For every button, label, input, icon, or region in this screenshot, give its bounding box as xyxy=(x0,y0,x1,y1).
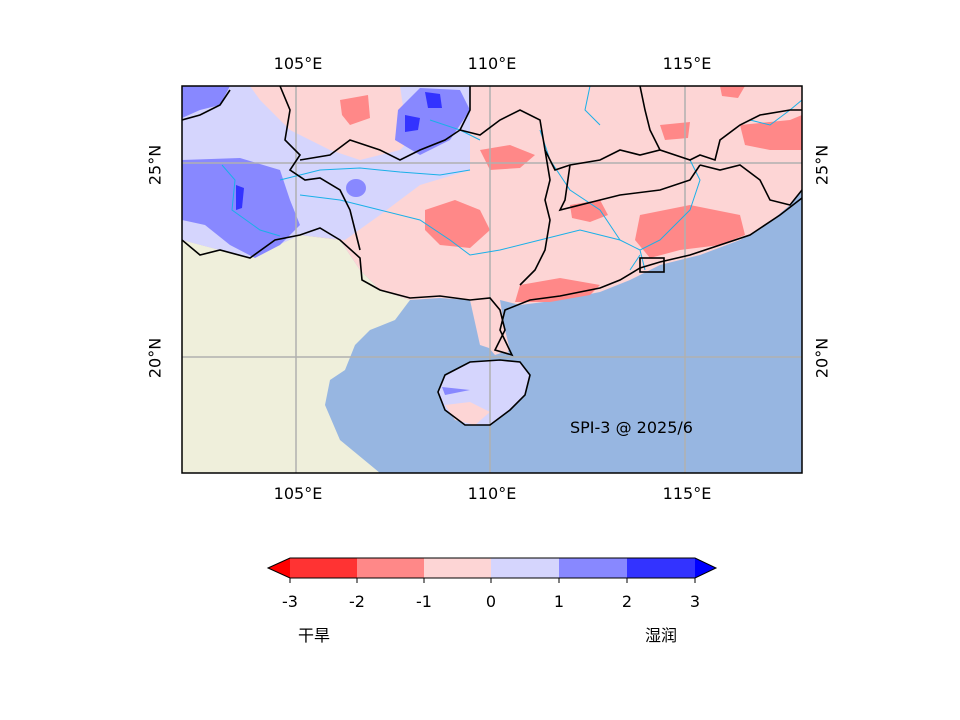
colorbar-extend-low xyxy=(268,558,290,578)
colorbar-tick: -2 xyxy=(349,592,365,611)
spi-moderate-dry xyxy=(340,95,370,125)
lon-tick-top-115: 115°E xyxy=(662,54,712,73)
lon-tick-bottom-105: 105°E xyxy=(273,484,323,503)
colorbar-tick: 1 xyxy=(553,592,565,611)
map-frame xyxy=(181,85,803,474)
lat-tick-left-25: 25°N xyxy=(145,144,165,186)
colorbar-tick: 2 xyxy=(621,592,633,611)
colorbar-tick: 3 xyxy=(689,592,701,611)
lon-tick-bottom-110: 110°E xyxy=(467,484,517,503)
colorbar-label-wet: 湿润 xyxy=(645,626,678,645)
colorbar xyxy=(266,557,718,583)
rivers xyxy=(221,86,802,271)
lon-tick-top-105: 105°E xyxy=(273,54,323,73)
colorbar-label-dry: 干旱 xyxy=(298,626,331,645)
colorbar-tick: -3 xyxy=(282,592,298,611)
colorbar-tick: 0 xyxy=(485,592,497,611)
lat-tick-right-20: 20°N xyxy=(812,337,832,379)
colorbar-tick: -1 xyxy=(416,592,432,611)
lon-tick-top-110: 110°E xyxy=(467,54,517,73)
borders xyxy=(182,86,802,426)
gridlines xyxy=(182,86,802,473)
lat-tick-left-20: 20°N xyxy=(145,337,165,379)
map-annotation: SPI-3 @ 2025/6 xyxy=(570,418,693,437)
spi-strong-wet xyxy=(236,185,244,210)
colorbar-extend-high xyxy=(695,558,716,578)
lat-tick-right-25: 25°N xyxy=(812,144,832,186)
lon-tick-bottom-115: 115°E xyxy=(662,484,712,503)
